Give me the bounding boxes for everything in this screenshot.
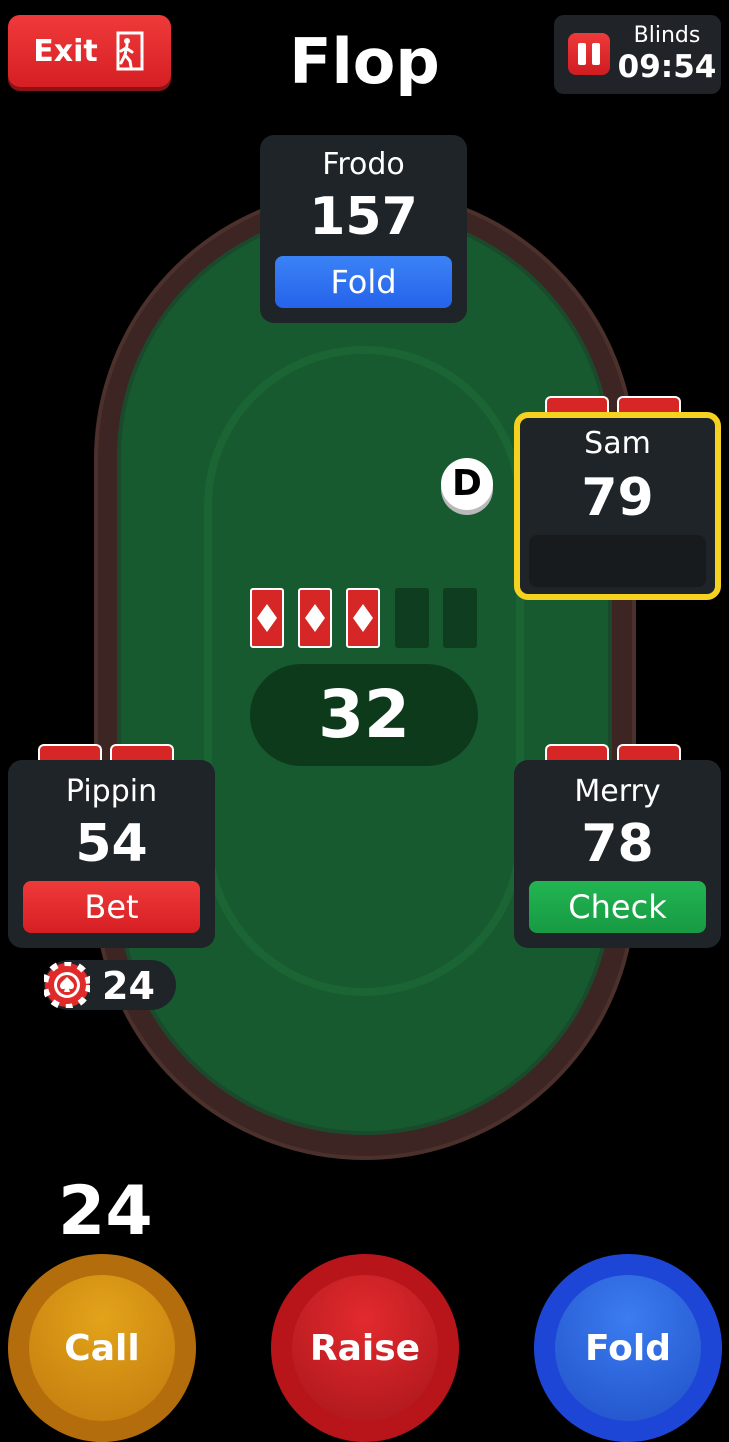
raise-button-label: Raise bbox=[292, 1275, 438, 1421]
exit-door-icon bbox=[116, 31, 144, 71]
player-action-badge: Fold bbox=[275, 256, 452, 308]
player-name: Sam bbox=[584, 426, 651, 461]
pause-button[interactable] bbox=[568, 33, 610, 75]
player-bet-pippin: 24 bbox=[44, 960, 176, 1010]
player-chip-count: 78 bbox=[581, 814, 654, 874]
player-seat-frodo: Frodo 157 Fold bbox=[260, 135, 467, 323]
blinds-countdown: 09:54 bbox=[617, 49, 717, 85]
poker-chip-icon bbox=[44, 962, 90, 1008]
board-card-diamond bbox=[346, 588, 380, 648]
player-name: Frodo bbox=[322, 147, 405, 182]
blinds-label: Blinds bbox=[633, 23, 701, 48]
board-card-diamond bbox=[298, 588, 332, 648]
pause-icon bbox=[578, 43, 586, 65]
board-card-diamond bbox=[250, 588, 284, 648]
player-action-badge: Check bbox=[529, 881, 706, 933]
exit-label: Exit bbox=[33, 33, 98, 69]
board-empty-slot bbox=[443, 588, 477, 648]
table-betting-line bbox=[204, 346, 524, 996]
to-call-amount: 24 bbox=[58, 1172, 153, 1251]
player-name: Pippin bbox=[65, 774, 158, 809]
player-name: Merry bbox=[574, 774, 661, 809]
dealer-button: D bbox=[441, 458, 493, 510]
pot-amount: 32 bbox=[250, 664, 478, 766]
player-action-badge: Bet bbox=[23, 881, 200, 933]
player-chip-count: 54 bbox=[75, 814, 148, 874]
blinds-timer-panel: Blinds 09:54 bbox=[554, 15, 721, 94]
call-button[interactable]: Call bbox=[8, 1254, 196, 1442]
diamond-icon bbox=[305, 604, 325, 632]
board-empty-slot bbox=[395, 588, 429, 648]
stage-title: Flop bbox=[289, 25, 440, 98]
player-chip-count: 157 bbox=[309, 187, 418, 247]
player-seat-merry: Merry 78 Check bbox=[514, 760, 721, 948]
player-chip-count: 79 bbox=[581, 468, 654, 528]
fold-button[interactable]: Fold bbox=[534, 1254, 722, 1442]
exit-button[interactable]: Exit bbox=[8, 15, 171, 87]
call-button-label: Call bbox=[29, 1275, 175, 1421]
player-seat-sam: Sam 79 bbox=[514, 412, 721, 600]
player-action-badge bbox=[529, 535, 706, 587]
raise-button[interactable]: Raise bbox=[271, 1254, 459, 1442]
diamond-icon bbox=[257, 604, 277, 632]
fold-button-label: Fold bbox=[555, 1275, 701, 1421]
diamond-icon bbox=[353, 604, 373, 632]
player-seat-pippin: Pippin 54 Bet bbox=[8, 760, 215, 948]
bet-amount: 24 bbox=[102, 964, 155, 1008]
